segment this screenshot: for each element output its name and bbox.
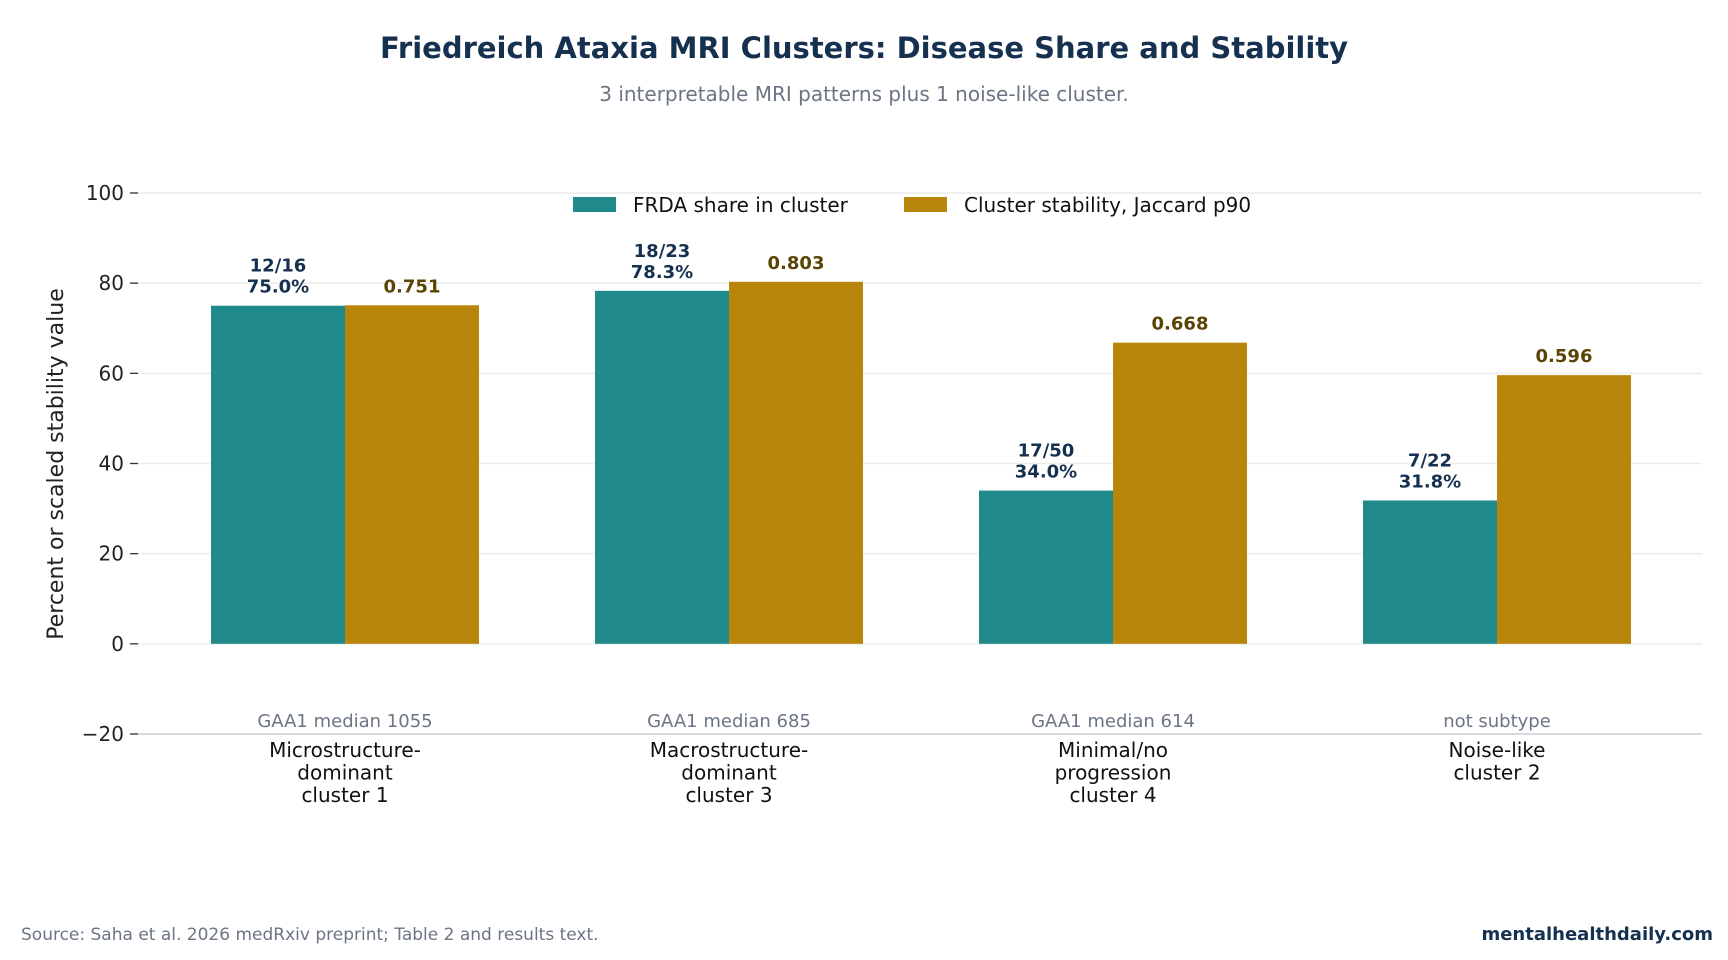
stability-data-label: 0.596 <box>1536 346 1593 367</box>
x-category-label: dominant <box>297 761 393 785</box>
frda-share-bar <box>211 305 345 644</box>
stability-data-label: 0.668 <box>1152 314 1209 335</box>
legend-label: FRDA share in cluster <box>633 193 849 217</box>
x-category-label: cluster 3 <box>685 783 772 807</box>
frda-share-bar <box>979 490 1113 644</box>
x-category-label: cluster 4 <box>1069 783 1156 807</box>
y-tick-label: 0 <box>111 632 124 656</box>
stability-bar <box>345 305 479 644</box>
x-axis-categories: GAA1 median 1055Microstructure-dominantc… <box>257 711 1550 807</box>
y-axis: −20 0 20 40 60 80 100 <box>82 181 1702 746</box>
stability-bar <box>1497 375 1631 644</box>
x-category-label: cluster 2 <box>1453 761 1540 785</box>
share-data-label: 7/22 <box>1408 450 1452 471</box>
y-tick-label: 40 <box>99 452 124 476</box>
share-data-label: 31.8% <box>1399 471 1461 492</box>
y-tick-label: 100 <box>86 181 124 205</box>
chart-subtitle: 3 interpretable MRI patterns plus 1 nois… <box>599 82 1129 106</box>
share-data-label: 75.0% <box>247 277 309 298</box>
x-category-label: cluster 1 <box>301 783 388 807</box>
brand-label: mentalhealthdaily.com <box>1481 924 1713 945</box>
y-tick-label: −20 <box>82 722 124 746</box>
stability-bar <box>729 281 863 644</box>
legend-swatch <box>904 197 947 212</box>
x-category-label: Macrostructure- <box>650 738 809 762</box>
x-category-label: Noise-like <box>1449 738 1546 762</box>
stability-data-label: 0.803 <box>768 253 825 274</box>
category-note: not subtype <box>1443 711 1551 732</box>
stability-bar <box>1113 342 1247 644</box>
share-data-label: 12/16 <box>250 256 307 277</box>
share-data-label: 34.0% <box>1015 462 1077 483</box>
frda-share-bar <box>1363 500 1497 644</box>
category-note: GAA1 median 1055 <box>257 711 432 732</box>
legend-swatch <box>573 197 616 212</box>
x-category-label: Microstructure- <box>269 738 421 762</box>
share-data-label: 18/23 <box>634 241 691 262</box>
y-tick-label: 20 <box>99 542 124 566</box>
x-category-label: dominant <box>681 761 777 785</box>
source-note: Source: Saha et al. 2026 medRxiv preprin… <box>21 925 599 945</box>
y-axis-title: Percent or scaled stability value <box>44 288 69 640</box>
frda-share-bar <box>595 290 729 644</box>
share-data-label: 17/50 <box>1018 441 1075 462</box>
bars <box>211 281 1631 644</box>
legend: FRDA share in cluster Cluster stability, … <box>573 193 1251 217</box>
x-category-label: progression <box>1055 761 1172 785</box>
category-note: GAA1 median 614 <box>1031 711 1195 732</box>
legend-label: Cluster stability, Jaccard p90 <box>964 193 1251 217</box>
stability-data-label: 0.751 <box>384 276 441 297</box>
chart-title: Friedreich Ataxia MRI Clusters: Disease … <box>380 31 1348 65</box>
category-note: GAA1 median 685 <box>647 711 811 732</box>
y-tick-label: 80 <box>99 271 124 295</box>
y-tick-label: 60 <box>99 361 124 385</box>
x-category-label: Minimal/no <box>1058 738 1168 762</box>
share-data-label: 78.3% <box>631 262 693 283</box>
